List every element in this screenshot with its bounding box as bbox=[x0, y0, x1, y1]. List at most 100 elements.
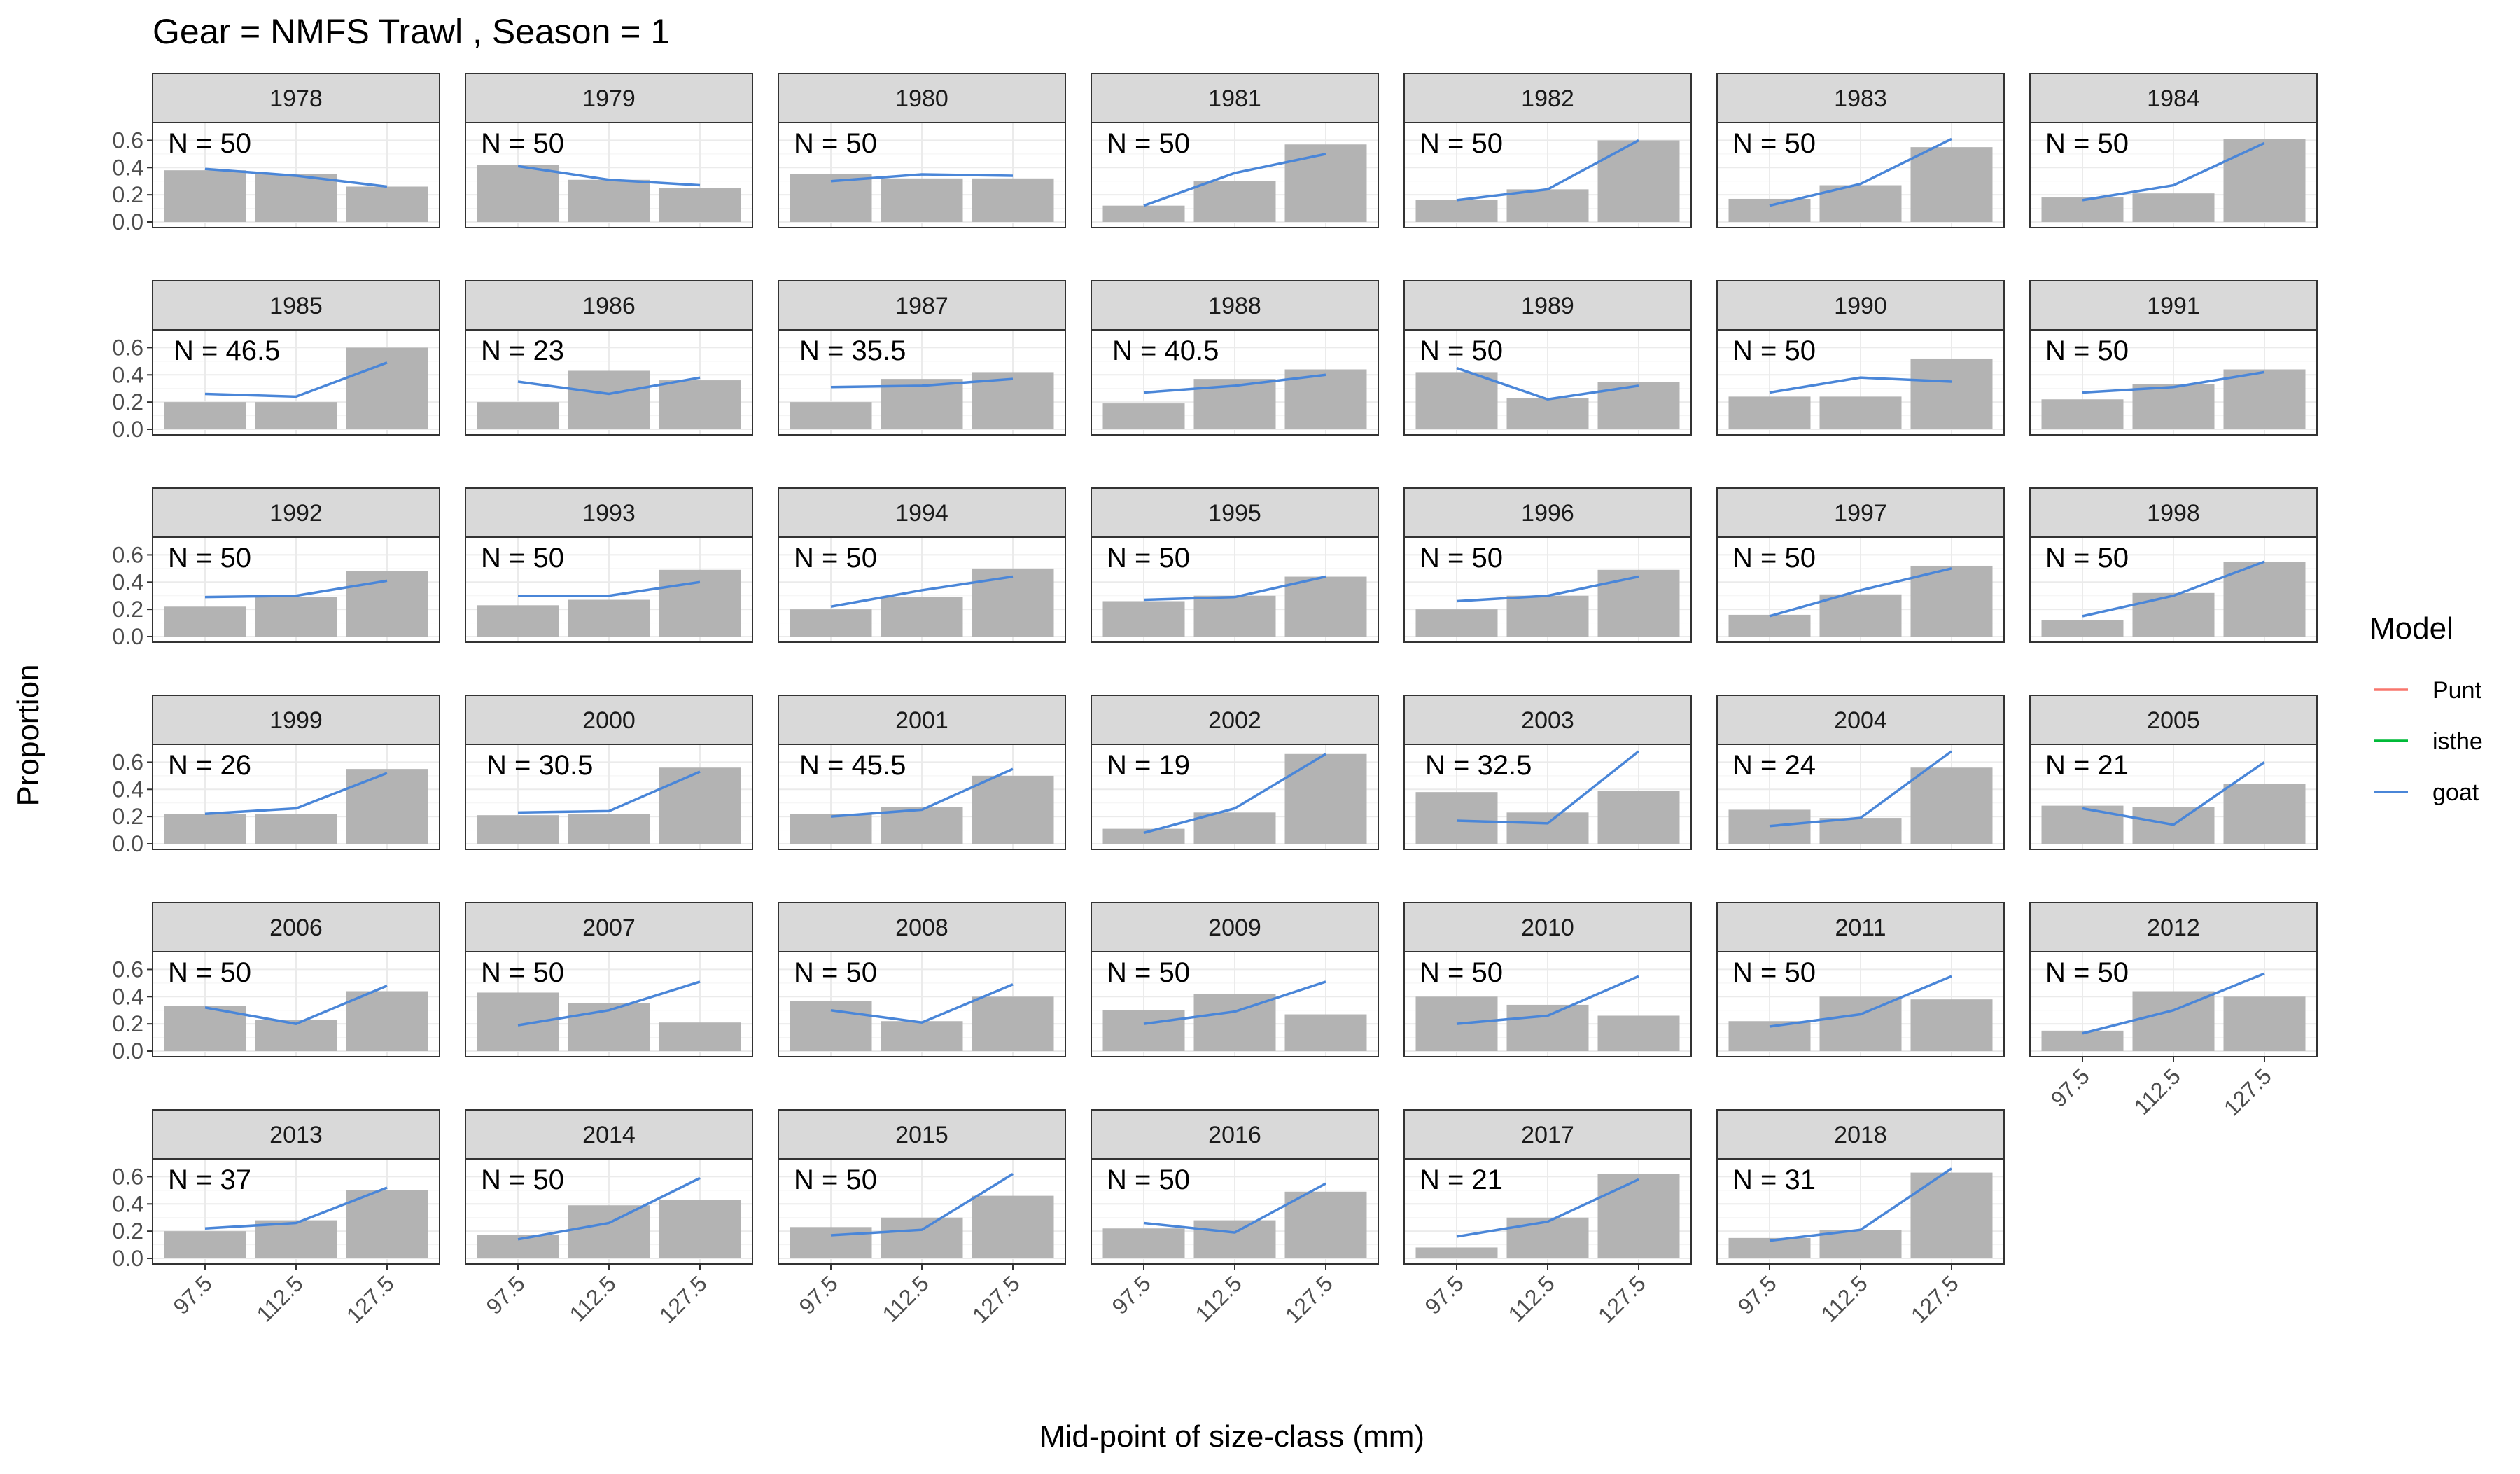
bar-observed bbox=[2132, 384, 2215, 429]
series-line-goat bbox=[1143, 153, 1326, 207]
panel-strip-label: 2009 bbox=[1208, 915, 1261, 941]
panel-strip bbox=[1404, 280, 1692, 331]
panel-strip bbox=[152, 73, 440, 123]
panel-border bbox=[465, 744, 753, 850]
panel-strip bbox=[1091, 487, 1379, 538]
panel-strip bbox=[152, 1109, 440, 1160]
bar-observed bbox=[2132, 193, 2215, 222]
panel-strip-label: 2003 bbox=[1521, 707, 1574, 734]
x-tick-label: 112.5 bbox=[1816, 1270, 1872, 1326]
panel-strip bbox=[778, 695, 1066, 745]
bar-observed bbox=[346, 1190, 428, 1258]
panel-1985: 1985 N = 46.5 0.00.20.40.6 bbox=[113, 280, 440, 442]
bar-observed bbox=[881, 597, 963, 637]
panel-strip bbox=[778, 902, 1066, 952]
panel-strip-label: 1992 bbox=[270, 500, 323, 527]
bar-observed bbox=[1728, 809, 1811, 844]
panel-border bbox=[1091, 744, 1379, 850]
series-line-goat bbox=[2082, 760, 2265, 826]
panel-border bbox=[2029, 122, 2318, 228]
bar-observed bbox=[1506, 398, 1589, 429]
bar-observed bbox=[1506, 1217, 1589, 1258]
panel-border bbox=[1404, 951, 1692, 1057]
bar-observed bbox=[659, 767, 741, 844]
y-tick-label: 0.0 bbox=[113, 1246, 144, 1271]
series-line-goat bbox=[830, 173, 1014, 183]
n-label: N = 50 bbox=[1420, 335, 1503, 366]
bar-observed bbox=[568, 814, 650, 844]
panel-1997: 1997 N = 50 bbox=[1716, 487, 2005, 643]
bar-observed bbox=[881, 807, 963, 844]
panel-border bbox=[1091, 122, 1379, 228]
panel-strip bbox=[1716, 695, 2005, 745]
y-tick-label: 0.2 bbox=[113, 804, 144, 829]
bar-observed bbox=[1415, 372, 1498, 429]
x-tick-label: 112.5 bbox=[565, 1270, 621, 1326]
bar-observed bbox=[1910, 767, 1993, 844]
panel-2009: 2009 N = 50 bbox=[1091, 902, 1379, 1057]
panel-border bbox=[152, 951, 440, 1057]
series-line-goat bbox=[830, 377, 1014, 389]
series-line-goat bbox=[1769, 750, 1953, 828]
bar-observed bbox=[164, 402, 246, 429]
panel-strip-label: 2000 bbox=[582, 707, 636, 734]
panel-strip bbox=[778, 73, 1066, 123]
bar-observed bbox=[255, 597, 337, 637]
series-line-goat bbox=[1143, 575, 1326, 602]
panel-border bbox=[1716, 744, 2005, 850]
bar-observed bbox=[1102, 1228, 1185, 1258]
series-line-goat bbox=[1143, 1182, 1326, 1234]
panel-1990: 1990 N = 50 bbox=[1716, 280, 2005, 436]
x-tick-label: 97.5 bbox=[1732, 1270, 1781, 1319]
panel-1982: 1982 N = 50 bbox=[1404, 73, 1692, 228]
bar-observed bbox=[1819, 1230, 1902, 1258]
x-tick-label: 112.5 bbox=[252, 1270, 308, 1326]
n-label: N = 46.5 bbox=[174, 335, 280, 366]
panel-1978: 1978 N = 50 0.00.20.40.6 bbox=[113, 73, 440, 235]
panel-border bbox=[2029, 744, 2318, 850]
series-line-goat bbox=[204, 1186, 388, 1230]
panel-strip bbox=[1091, 280, 1379, 331]
panel-strip bbox=[778, 487, 1066, 538]
bar-observed bbox=[2041, 805, 2124, 844]
series-line-goat bbox=[830, 1173, 1014, 1237]
y-tick-label: 0.0 bbox=[113, 624, 144, 649]
n-label: N = 37 bbox=[168, 1164, 251, 1195]
bar-observed bbox=[1506, 595, 1589, 637]
bar-observed bbox=[1597, 140, 1680, 222]
series-line-goat bbox=[204, 361, 388, 398]
y-tick-label: 0.2 bbox=[113, 1011, 144, 1036]
bar-observed bbox=[2223, 562, 2306, 637]
panel-strip-label: 2015 bbox=[895, 1122, 948, 1148]
panel-strip-label: 2002 bbox=[1208, 707, 1261, 734]
bar-observed bbox=[477, 992, 559, 1051]
bar-observed bbox=[1597, 1174, 1680, 1258]
x-tick-label: 127.5 bbox=[654, 1270, 712, 1328]
y-tick-label: 0.6 bbox=[113, 749, 144, 774]
panel-strip-label: 1982 bbox=[1521, 85, 1574, 112]
x-tick-label: 112.5 bbox=[1191, 1270, 1247, 1326]
panel-1981: 1981 N = 50 bbox=[1091, 73, 1379, 228]
n-label: N = 50 bbox=[2045, 543, 2129, 573]
bar-observed bbox=[659, 188, 741, 222]
series-line-goat bbox=[204, 985, 388, 1025]
bar-observed bbox=[346, 769, 428, 844]
bar-observed bbox=[346, 991, 428, 1051]
panel-2010: 2010 N = 50 bbox=[1404, 902, 1692, 1057]
bar-observed bbox=[1194, 181, 1276, 222]
bar-observed bbox=[659, 1200, 741, 1258]
panel-strip-label: 2018 bbox=[1834, 1122, 1887, 1148]
panel-strip-label: 1991 bbox=[2147, 293, 2200, 319]
bar-observed bbox=[2132, 991, 2215, 1051]
y-tick-label: 0.6 bbox=[113, 335, 144, 360]
x-tick-label: 97.5 bbox=[481, 1270, 529, 1319]
panel-2007: 2007 N = 50 bbox=[465, 902, 753, 1057]
y-tick-label: 0.4 bbox=[113, 362, 144, 387]
y-tick-label: 0.4 bbox=[113, 1191, 144, 1216]
x-tick-label: 127.5 bbox=[2219, 1063, 2276, 1120]
bar-observed bbox=[2223, 139, 2306, 222]
panel-strip-label: 2005 bbox=[2147, 707, 2200, 734]
bar-observed bbox=[1728, 396, 1811, 429]
panel-strip bbox=[1716, 487, 2005, 538]
panel-border bbox=[152, 329, 440, 436]
